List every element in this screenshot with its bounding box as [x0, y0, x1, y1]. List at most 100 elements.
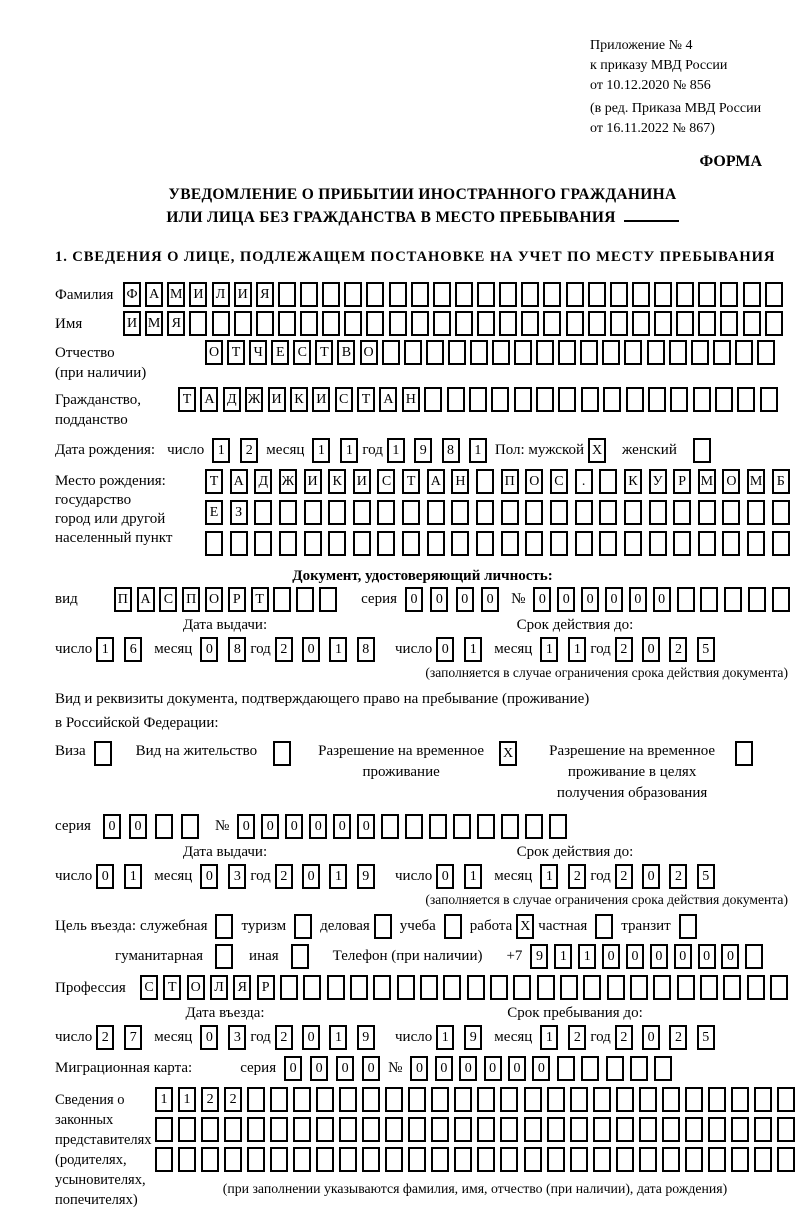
char-cell[interactable]: 2 — [240, 438, 259, 463]
char-cell[interactable]: М — [697, 469, 716, 494]
char-cell[interactable]: 6 — [124, 637, 143, 662]
char-cell[interactable]: 0 — [652, 587, 671, 612]
char-cell[interactable] — [211, 311, 230, 336]
char-cell[interactable]: И — [352, 469, 371, 494]
char-cell[interactable] — [556, 1056, 575, 1081]
char-cell[interactable]: 1 — [212, 438, 231, 463]
char-cell[interactable] — [521, 311, 540, 336]
char-cell[interactable] — [599, 531, 618, 556]
char-cell[interactable] — [432, 282, 451, 307]
char-cell[interactable]: 0 — [628, 587, 647, 612]
char-cell[interactable] — [581, 1056, 600, 1081]
char-cell[interactable] — [569, 1147, 588, 1172]
char-cell[interactable] — [676, 587, 695, 612]
char-cell[interactable] — [606, 975, 625, 1000]
char-cell[interactable] — [638, 1117, 657, 1142]
char-cell[interactable] — [396, 975, 415, 1000]
char-cell[interactable] — [362, 1117, 381, 1142]
char-cell[interactable]: 0 — [310, 1056, 329, 1081]
char-cell[interactable]: О — [525, 469, 544, 494]
char-cell[interactable]: 1 — [155, 1087, 173, 1112]
char-cell[interactable] — [759, 387, 778, 412]
char-cell[interactable] — [654, 282, 672, 307]
char-cell[interactable] — [500, 1147, 519, 1172]
char-cell[interactable]: 2 — [669, 1025, 688, 1050]
char-cell[interactable]: И — [189, 282, 208, 307]
char-cell[interactable]: 3 — [228, 1025, 247, 1050]
char-cell[interactable] — [303, 975, 322, 1000]
char-cell[interactable] — [638, 1147, 657, 1172]
char-cell[interactable] — [205, 531, 223, 556]
char-cell[interactable]: . — [574, 469, 593, 494]
char-cell[interactable] — [326, 975, 345, 1000]
char-cell[interactable] — [574, 500, 593, 525]
char-cell[interactable] — [352, 531, 371, 556]
char-cell[interactable] — [468, 387, 487, 412]
char-cell[interactable]: 1 — [124, 864, 143, 889]
char-cell[interactable] — [692, 387, 711, 412]
temp-residence-checkbox[interactable]: X — [499, 741, 518, 766]
char-cell[interactable]: Я — [255, 282, 274, 307]
char-cell[interactable] — [408, 1147, 427, 1172]
char-cell[interactable]: 0 — [96, 864, 115, 889]
char-cell[interactable]: 2 — [568, 864, 587, 889]
char-cell[interactable]: 0 — [721, 944, 740, 969]
char-cell[interactable]: 0 — [128, 814, 147, 839]
char-cell[interactable]: 0 — [642, 864, 661, 889]
char-cell[interactable] — [322, 311, 341, 336]
char-cell[interactable]: П — [113, 587, 132, 612]
char-cell[interactable]: П — [182, 587, 201, 612]
char-cell[interactable] — [270, 1087, 289, 1112]
char-cell[interactable] — [654, 311, 672, 336]
char-cell[interactable] — [154, 814, 173, 839]
char-cell[interactable] — [293, 1147, 312, 1172]
char-cell[interactable]: Т — [402, 469, 421, 494]
char-cell[interactable]: А — [136, 587, 155, 612]
char-cell[interactable] — [715, 387, 733, 412]
char-cell[interactable]: Т — [357, 387, 375, 412]
char-cell[interactable] — [426, 500, 445, 525]
purpose-official-checkbox[interactable] — [215, 914, 234, 939]
char-cell[interactable] — [599, 469, 618, 494]
char-cell[interactable]: 2 — [568, 1025, 587, 1050]
char-cell[interactable]: Е — [271, 340, 290, 365]
char-cell[interactable] — [753, 1087, 772, 1112]
char-cell[interactable]: Р — [256, 975, 275, 1000]
char-cell[interactable]: 0 — [508, 1056, 526, 1081]
char-cell[interactable]: 1 — [540, 864, 559, 889]
char-cell[interactable] — [546, 1147, 565, 1172]
char-cell[interactable] — [631, 282, 650, 307]
char-cell[interactable]: 0 — [483, 1056, 502, 1081]
char-cell[interactable] — [599, 500, 618, 525]
char-cell[interactable] — [489, 975, 508, 1000]
char-cell[interactable] — [558, 340, 577, 365]
char-cell[interactable] — [676, 282, 695, 307]
char-cell[interactable] — [771, 531, 790, 556]
char-cell[interactable]: 1 — [178, 1087, 197, 1112]
char-cell[interactable]: 1 — [340, 438, 359, 463]
char-cell[interactable]: А — [229, 469, 248, 494]
char-cell[interactable]: 0 — [200, 1025, 219, 1050]
char-cell[interactable] — [189, 311, 208, 336]
char-cell[interactable]: 0 — [673, 944, 692, 969]
char-cell[interactable] — [776, 1087, 795, 1112]
char-cell[interactable]: С — [293, 340, 312, 365]
char-cell[interactable]: 0 — [625, 944, 644, 969]
char-cell[interactable]: А — [426, 469, 445, 494]
purpose-transit-checkbox[interactable] — [678, 914, 697, 939]
char-cell[interactable] — [155, 1117, 173, 1142]
char-cell[interactable]: О — [359, 340, 378, 365]
char-cell[interactable] — [344, 311, 363, 336]
char-cell[interactable] — [492, 340, 511, 365]
char-cell[interactable] — [720, 282, 739, 307]
char-cell[interactable] — [707, 1147, 726, 1172]
char-cell[interactable] — [377, 500, 396, 525]
char-cell[interactable]: 2 — [669, 864, 688, 889]
char-cell[interactable] — [587, 282, 606, 307]
char-cell[interactable]: 9 — [356, 1025, 375, 1050]
char-cell[interactable] — [603, 387, 622, 412]
char-cell[interactable]: 9 — [464, 1025, 483, 1050]
char-cell[interactable] — [722, 500, 741, 525]
char-cell[interactable] — [592, 1147, 611, 1172]
residence-permit-checkbox[interactable] — [273, 741, 292, 766]
